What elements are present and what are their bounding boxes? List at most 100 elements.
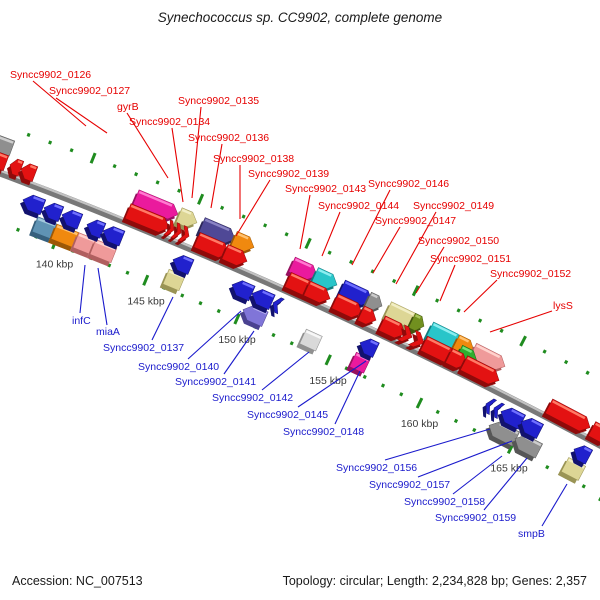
- gene-label[interactable]: Syncc9902_0146: [368, 178, 449, 190]
- gene-arrow-bevel: [595, 422, 600, 431]
- gene-label[interactable]: Syncc9902_0152: [490, 268, 571, 280]
- scale-minor-tick: [545, 465, 550, 470]
- gene-arrow-Syncc9902_0140[interactable]: [226, 277, 256, 305]
- scale-minor-tick: [107, 263, 112, 268]
- scale-minor-tick: [155, 180, 160, 185]
- gene-arrow-bevel: [227, 245, 242, 254]
- gene-arrow-bevel: [242, 281, 254, 289]
- gene-arrow[interactable]: [121, 203, 172, 239]
- gene-arrow[interactable]: [17, 192, 47, 219]
- gene-label[interactable]: Syncc9902_0127: [49, 85, 130, 97]
- gene-arrow[interactable]: [174, 225, 192, 248]
- gene-label[interactable]: Syncc9902_0144: [318, 200, 399, 212]
- gene-arrow[interactable]: [541, 398, 594, 438]
- gene-arrow-Syncc9902_0157[interactable]: [514, 414, 545, 443]
- gene-arrow[interactable]: [417, 335, 458, 369]
- gene-arrow[interactable]: [81, 217, 107, 243]
- gene-arrow-body: [0, 130, 16, 157]
- gene-arrow[interactable]: [487, 400, 506, 422]
- label-leader-line: [372, 226, 401, 274]
- gene-arrow[interactable]: [394, 324, 415, 348]
- gene-label[interactable]: Syncc9902_0126: [10, 69, 91, 81]
- gene-label[interactable]: Syncc9902_0141: [175, 376, 256, 388]
- gene-label[interactable]: Syncc9902_0134: [129, 116, 210, 128]
- gene-arrow-bevel: [317, 268, 332, 277]
- gene-arrow-Syncc9902_0142[interactable]: [296, 328, 323, 355]
- gene-arrow-Syncc9902_0135[interactable]: [172, 207, 200, 234]
- gene-label[interactable]: miaA: [96, 326, 120, 338]
- gene-label[interactable]: Syncc9902_0148: [283, 426, 364, 438]
- gene-label[interactable]: Syncc9902_0138: [213, 153, 294, 165]
- gene-arrow[interactable]: [167, 252, 195, 279]
- label-leader-line: [321, 211, 341, 257]
- gene-arrow-Syncc9902_0145[interactable]: [353, 335, 380, 362]
- gene-label[interactable]: Syncc9902_0157: [369, 479, 450, 491]
- gene-arrow-bevel: [427, 337, 451, 351]
- gene-arrow-Syncc9902_0139[interactable]: [218, 244, 251, 273]
- gene-arrow-Syncc9902_0127[interactable]: [15, 161, 39, 186]
- scale-minor-tick: [349, 259, 354, 265]
- gene-arrow-Syncc9902_0146[interactable]: [335, 279, 375, 312]
- gene-arrow-body: [299, 328, 323, 352]
- label-leader-line: [395, 211, 437, 285]
- gene-label[interactable]: Syncc9902_0136: [188, 132, 269, 144]
- gene-arrow[interactable]: [405, 329, 427, 355]
- gene-arrow-bevel: [0, 132, 14, 144]
- gene-label[interactable]: smpB: [518, 528, 545, 540]
- gene-arrow[interactable]: [0, 145, 10, 175]
- gene-label[interactable]: infC: [72, 315, 91, 327]
- scale-minor-tick: [125, 270, 130, 275]
- gene-label[interactable]: lysS: [553, 300, 573, 312]
- gene-arrow-Syncc9902_0156[interactable]: [494, 404, 526, 434]
- gene-label[interactable]: Syncc9902_0147: [375, 215, 456, 227]
- scale-major-tick: [324, 354, 332, 366]
- gene-label[interactable]: Syncc9902_0142: [212, 392, 293, 404]
- gene-arrow[interactable]: [267, 295, 285, 318]
- gene-arrow-Syncc9902_0134[interactable]: [160, 219, 177, 241]
- gene-arrow[interactable]: [567, 441, 594, 468]
- gene-label[interactable]: Syncc9902_0145: [247, 409, 328, 421]
- gene-arrow-Syncc9902_0136[interactable]: [195, 217, 238, 251]
- gene-arrow[interactable]: [354, 305, 379, 331]
- gene-arrow-bevel: [204, 218, 230, 232]
- gene-arrow[interactable]: [190, 232, 232, 265]
- gene-arrow-Syncc9902_0151[interactable]: [423, 321, 465, 356]
- gene-arrow[interactable]: [38, 200, 65, 226]
- gene-label[interactable]: Syncc9902_0159: [435, 512, 516, 524]
- scale-minor-tick: [112, 163, 117, 169]
- gene-label[interactable]: Syncc9902_0150: [418, 235, 499, 247]
- gene-arrow-body: [378, 315, 406, 339]
- gene-arrow[interactable]: [246, 286, 276, 314]
- gene-arrow[interactable]: [56, 207, 84, 234]
- gene-arrow-Syncc9902_0126[interactable]: [4, 157, 25, 181]
- gene-arrow-bevel: [370, 340, 379, 346]
- gene-label[interactable]: Syncc9902_0156: [336, 462, 417, 474]
- gene-label[interactable]: Syncc9902_0151: [430, 253, 511, 265]
- gene-label[interactable]: gyrB: [117, 101, 139, 113]
- gene-label[interactable]: Syncc9902_0149: [413, 200, 494, 212]
- gene-label[interactable]: Syncc9902_0143: [285, 183, 366, 195]
- gene-arrow[interactable]: [97, 223, 126, 250]
- gene-label[interactable]: Syncc9902_0139: [248, 168, 329, 180]
- gene-arrow-lysS[interactable]: [466, 342, 509, 378]
- scale-minor-tick: [581, 484, 586, 489]
- gene-arrow[interactable]: [479, 396, 498, 418]
- gene-arrow-gyrB[interactable]: [129, 189, 181, 226]
- gene-arrow[interactable]: [442, 347, 470, 376]
- gene-arrow-miaA[interactable]: [86, 239, 118, 267]
- gene-arrow[interactable]: [375, 315, 408, 345]
- gene-label[interactable]: Syncc9902_0135: [178, 95, 259, 107]
- gene-arrow[interactable]: [457, 355, 503, 392]
- scale-minor-tick: [198, 301, 203, 306]
- scale-minor-tick: [435, 298, 440, 303]
- gene-label[interactable]: Syncc9902_0137: [103, 342, 184, 354]
- gene-arrow[interactable]: [167, 222, 184, 244]
- gene-arrow[interactable]: [584, 421, 600, 450]
- gene-label[interactable]: Syncc9902_0140: [138, 361, 219, 373]
- gene-arrow[interactable]: [300, 280, 333, 310]
- scale-label: 160 kbp: [401, 418, 439, 430]
- gene-arrow[interactable]: [328, 293, 365, 325]
- gene-label[interactable]: Syncc9902_0158: [404, 496, 485, 508]
- gene-arrow-body: [177, 225, 190, 242]
